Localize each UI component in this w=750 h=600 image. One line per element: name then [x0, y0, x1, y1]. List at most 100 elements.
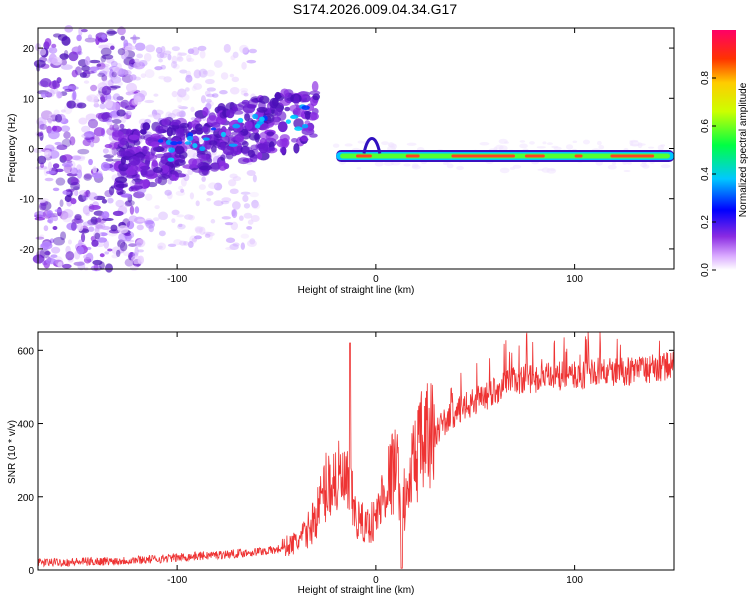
- band-blob: [154, 177, 162, 184]
- noise-blob: [136, 53, 144, 59]
- band-blob: [222, 145, 235, 156]
- noise-blob: [104, 189, 113, 198]
- noise-blob: [84, 56, 91, 66]
- noise-blob: [153, 109, 164, 116]
- noise-blob: [220, 200, 230, 205]
- snr-y-tick-label: 200: [17, 493, 34, 504]
- line-halo: [611, 161, 617, 166]
- spec-y-tick-label: 20: [23, 44, 35, 55]
- band-blob: [131, 175, 139, 180]
- noise-blob: [76, 169, 83, 179]
- noise-blob: [248, 48, 257, 54]
- colorbar-gradient: [712, 30, 736, 270]
- line-halo: [542, 141, 547, 145]
- noise-blob: [108, 72, 118, 80]
- noise-blob: [39, 248, 50, 259]
- noise-blob: [144, 193, 153, 201]
- noise-blob: [111, 71, 117, 78]
- noise-blob: [241, 61, 247, 70]
- noise-blob: [52, 79, 57, 90]
- noise-blob: [110, 85, 121, 89]
- noise-blob: [124, 45, 137, 51]
- noise-blob: [157, 242, 166, 251]
- noise-blob: [101, 199, 108, 204]
- carrier-line-core: [451, 154, 515, 158]
- noise-blob: [51, 125, 58, 132]
- snr-y-tick-label: 600: [17, 346, 34, 357]
- noise-blob: [71, 92, 76, 101]
- band-blob: [309, 133, 318, 138]
- noise-blob: [243, 212, 253, 219]
- carrier-line-core: [524, 154, 545, 158]
- noise-blob: [205, 69, 215, 77]
- noise-blob: [89, 205, 101, 211]
- noise-blob: [206, 93, 215, 98]
- band-blob: [237, 157, 250, 165]
- noise-blob: [176, 51, 183, 61]
- band-blob: [269, 146, 276, 152]
- noise-blob: [72, 90, 77, 101]
- noise-blob: [176, 111, 184, 118]
- line-halo: [546, 142, 553, 146]
- noise-blob: [62, 263, 72, 269]
- line-halo: [607, 164, 617, 170]
- noise-blob: [128, 243, 137, 247]
- noise-blob: [167, 53, 172, 61]
- line-halo: [550, 168, 556, 172]
- noise-blob: [65, 251, 75, 261]
- noise-blob: [173, 239, 183, 246]
- noise-blob: [77, 223, 84, 232]
- noise-blob: [48, 46, 58, 54]
- noise-blob: [221, 197, 232, 203]
- noise-blob: [117, 225, 129, 234]
- line-halo: [642, 164, 650, 169]
- noise-blob: [107, 197, 114, 204]
- band-blob: [209, 162, 220, 172]
- noise-blob: [47, 161, 53, 172]
- noise-blob: [148, 224, 155, 233]
- snr-series-line: [37, 331, 675, 569]
- noise-blob: [92, 166, 97, 174]
- noise-blob: [246, 59, 257, 64]
- noise-blob: [133, 76, 141, 81]
- band-hotspot: [199, 146, 206, 152]
- band-blob: [241, 140, 249, 147]
- noise-blob: [96, 237, 108, 243]
- band-blob: [123, 163, 131, 169]
- noise-blob: [76, 102, 87, 109]
- noise-blob: [186, 57, 195, 62]
- colorbar-tick-label: 0.2: [700, 215, 711, 229]
- noise-blob: [225, 237, 236, 243]
- noise-blob: [197, 45, 207, 52]
- noise-blob: [96, 63, 102, 67]
- noise-blob: [240, 191, 251, 195]
- noise-blob: [213, 60, 223, 68]
- band-blob: [119, 189, 126, 195]
- band-hotspot: [237, 117, 244, 123]
- band-blob: [174, 173, 187, 178]
- noise-blob: [63, 131, 71, 139]
- noise-blob: [158, 230, 166, 237]
- noise-blob: [82, 138, 92, 147]
- snr-x-tick-label: 100: [566, 575, 583, 586]
- noise-blob: [50, 87, 59, 95]
- noise-blob: [81, 28, 88, 33]
- noise-blob: [112, 210, 124, 217]
- noise-blob: [125, 199, 135, 207]
- colorbar-tick-label: 0.4: [700, 167, 711, 181]
- line-halo: [623, 169, 631, 173]
- noise-blob: [61, 154, 73, 161]
- line-halo: [406, 142, 417, 146]
- line-halo: [626, 161, 632, 165]
- noise-blob: [89, 141, 95, 148]
- noise-blob: [125, 82, 138, 93]
- noise-blob: [101, 80, 110, 86]
- noise-blob: [179, 240, 187, 246]
- noise-blob: [91, 172, 103, 179]
- band-hotspot: [210, 127, 217, 131]
- band-blob: [195, 129, 204, 135]
- spec-y-tick-label: -10: [20, 195, 35, 206]
- noise-blob: [46, 57, 58, 64]
- noise-blob: [98, 70, 108, 76]
